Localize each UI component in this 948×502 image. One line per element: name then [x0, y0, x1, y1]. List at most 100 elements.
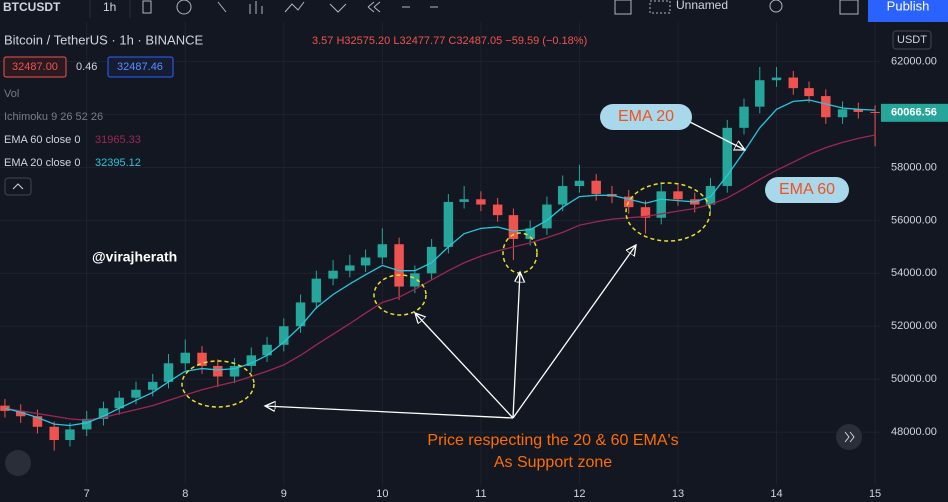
x-tick-label: 12: [573, 488, 585, 500]
y-tick-label: 62000.00: [891, 56, 937, 68]
x-tick-label: 15: [869, 488, 881, 500]
candle-body: [410, 273, 420, 287]
candle-body: [148, 381, 158, 390]
candle-body: [508, 215, 519, 239]
collapse-button[interactable]: [4, 177, 32, 196]
candle-body: [114, 397, 124, 409]
candle-body: [65, 429, 75, 441]
ichimoku-label: Ichimoku 9 26 52 26: [4, 111, 103, 123]
x-tick-label: 14: [770, 488, 782, 500]
interval[interactable]: 1h: [103, 0, 116, 14]
candle-body: [542, 204, 552, 229]
candle-body: [311, 278, 322, 303]
candle-body: [591, 180, 601, 194]
chart-title: Bitcoin / TetherUS · 1h · BINANCE: [4, 32, 203, 47]
logo[interactable]: [5, 450, 31, 476]
volume-label: Vol: [4, 88, 19, 100]
candle-body: [476, 199, 486, 205]
candle-body: [853, 109, 864, 112]
candle-body: [32, 416, 43, 427]
candle-body: [443, 201, 454, 247]
spread: 0.46: [76, 61, 97, 73]
x-tick-label: 13: [672, 488, 684, 500]
candle-body: [492, 204, 503, 216]
candle-body: [837, 109, 848, 118]
candle-body: [557, 186, 568, 205]
currency[interactable]: USDT: [897, 34, 927, 46]
candle-body: [771, 77, 782, 81]
author: @virajherath: [92, 249, 177, 265]
candle-body: [656, 191, 666, 218]
candle-body: [394, 244, 404, 287]
currency-box[interactable]: [892, 30, 932, 50]
caption-line2: As Support zone: [494, 454, 612, 471]
candle-body: [229, 365, 240, 377]
ask-box[interactable]: [107, 56, 174, 78]
ema20-annotation: EMA 20: [618, 108, 674, 125]
layout-name[interactable]: Unnamed: [676, 0, 728, 12]
ema20-bubble: [600, 104, 692, 130]
bid[interactable]: 32487.00: [12, 61, 58, 73]
scroll-icon: [844, 431, 855, 443]
candle-body: [295, 302, 306, 327]
ema60-bubble: [765, 177, 849, 203]
candle-body: [163, 363, 174, 382]
candle-body: [180, 352, 190, 364]
price-axis: [880, 22, 948, 502]
candle-body: [788, 77, 799, 89]
candle-body: [197, 352, 207, 366]
candle-body: [49, 426, 59, 441]
x-tick-label: 8: [182, 488, 188, 500]
candle-body: [262, 344, 272, 356]
last-price-box: [881, 103, 948, 122]
publish-label[interactable]: Publish: [887, 0, 930, 13]
candle-body: [705, 186, 716, 205]
candle-body: [15, 410, 26, 417]
candle-body: [640, 207, 651, 218]
arrows: [265, 121, 745, 419]
y-tick-label: 52000.00: [891, 320, 937, 332]
x-tick-label: 11: [475, 488, 486, 500]
x-tick-label: 10: [376, 488, 388, 500]
candle-body: [360, 257, 371, 266]
publish-button[interactable]: [868, 0, 948, 22]
collapse-icon: [12, 183, 24, 190]
ohlc-text: 3.57 H32575.20 L32477.77 C32487.05 −59.5…: [312, 35, 587, 47]
candle-body: [755, 80, 765, 107]
y-tick-label: 56000.00: [891, 214, 937, 226]
ema-legend-name: EMA 60 close 0: [4, 134, 80, 146]
candle-body: [0, 405, 10, 411]
x-tick-label: 9: [281, 488, 287, 500]
candle-body: [804, 88, 814, 97]
candle-body: [131, 389, 141, 398]
candle-body: [98, 408, 109, 419]
ask[interactable]: 32487.46: [117, 61, 163, 73]
x-tick-label: 7: [84, 488, 90, 500]
candle-body: [673, 191, 683, 200]
ema-legend-value: 31965.33: [95, 134, 141, 146]
ema-line: [4, 134, 876, 421]
candle-body: [426, 246, 437, 274]
support-ellipses: [181, 182, 711, 408]
candle-body: [213, 365, 223, 377]
y-tick-label: 50000.00: [891, 373, 937, 385]
last-price: 60066.56: [891, 107, 937, 119]
toolbar-icons[interactable]: [142, 0, 859, 15]
ema-line: [4, 99, 876, 427]
bid-box[interactable]: [3, 56, 67, 78]
candle-body: [328, 270, 338, 279]
y-tick-label: 48000.00: [891, 426, 937, 438]
y-tick-label: 58000.00: [891, 161, 937, 173]
symbol[interactable]: BTCUSDT: [3, 0, 61, 14]
ema-legend-value: 32395.12: [95, 157, 141, 169]
candle-body: [821, 96, 831, 118]
candle-body: [574, 180, 585, 187]
y-tick-label: 54000.00: [891, 267, 937, 279]
candle-body: [246, 355, 257, 366]
candle-body: [722, 127, 732, 187]
candle-body: [377, 244, 388, 258]
candle-body: [525, 228, 535, 239]
candle-body: [279, 326, 289, 345]
